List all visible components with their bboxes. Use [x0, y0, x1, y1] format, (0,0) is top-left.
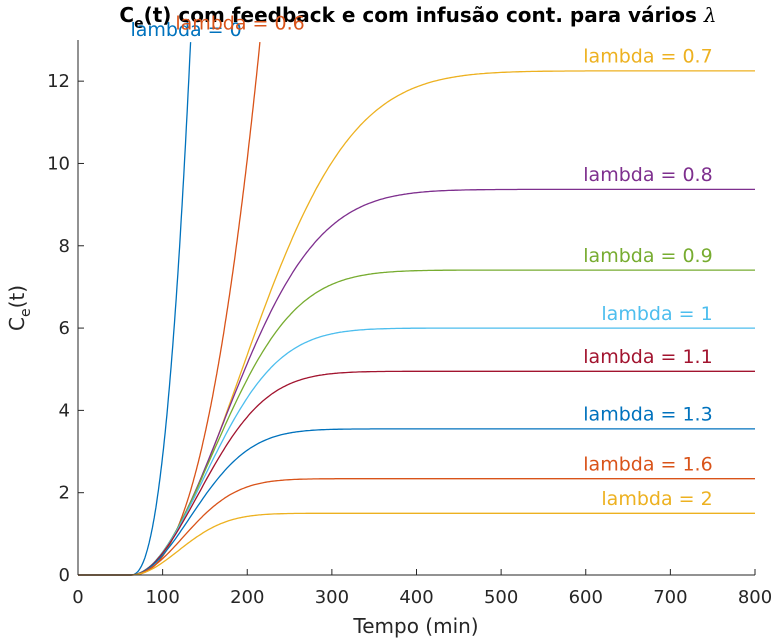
y-tick-label: 8: [59, 236, 70, 257]
series-label-8: lambda = 1.6: [583, 453, 712, 475]
series-line-5: [78, 327, 755, 576]
x-tick-label: 500: [484, 587, 518, 608]
series-label-7: lambda = 1.3: [583, 404, 712, 426]
y-axis-label-rest: (t): [5, 285, 29, 308]
chart-title-subscript: e: [134, 16, 144, 32]
y-tick-label: 2: [59, 483, 70, 504]
x-tick-label: 200: [230, 587, 264, 608]
y-tick-label: 10: [47, 153, 70, 174]
series-line-1: [78, 42, 261, 576]
series-label-4: lambda = 0.9: [583, 245, 712, 267]
x-tick-label: 800: [738, 587, 772, 608]
x-axis-label: Tempo (min): [352, 614, 478, 638]
series-label-5: lambda = 1: [601, 303, 712, 325]
x-tick-label: 600: [569, 587, 603, 608]
x-tick-label: 700: [653, 587, 687, 608]
series-line-4: [78, 269, 755, 576]
y-ticks: 0 2 4 6 8 10 12: [47, 71, 84, 586]
y-tick-label: 4: [59, 400, 70, 421]
y-tick-label: 12: [47, 71, 70, 92]
series-line-8: [78, 478, 755, 576]
series-label-1: lambda = 0.6: [175, 13, 304, 35]
chart-title-rest: (t) com feedback e com infusão cont. par…: [144, 3, 704, 27]
y-tick-label: 6: [59, 318, 70, 339]
series-line-0: [78, 42, 192, 576]
series-label-9: lambda = 2: [601, 488, 712, 510]
series-line-7: [78, 428, 755, 576]
y-tick-label: 0: [59, 565, 70, 586]
y-axis-label-subscript: e: [18, 308, 34, 317]
chart-title: Ce(t) com feedback e com infusão cont. p…: [119, 3, 716, 32]
x-tick-label: 100: [145, 587, 179, 608]
x-tick-label: 300: [315, 587, 349, 608]
series-line-9: [78, 512, 755, 576]
x-ticks: 0 100 200 300 400 500 600 700 800: [72, 569, 772, 608]
x-tick-label: 400: [399, 587, 433, 608]
x-tick-label: 0: [72, 587, 83, 608]
y-axis-label: Ce(t): [5, 285, 34, 331]
series-label-3: lambda = 0.8: [583, 164, 712, 186]
chart-title-symbol: λ: [703, 3, 717, 27]
plot-area: [78, 42, 755, 576]
series-label-6: lambda = 1.1: [583, 346, 712, 368]
series-label-0: lambda = 0: [130, 19, 241, 41]
series-line-6: [78, 370, 755, 576]
series-label-2: lambda = 0.7: [583, 46, 712, 68]
